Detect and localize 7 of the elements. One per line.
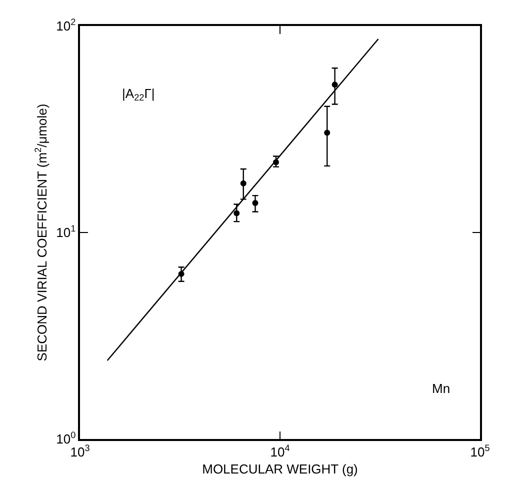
annotation: |A$_{22}$Γ| <box>122 86 155 103</box>
annotation: Mn <box>432 381 450 396</box>
y-tick-label: 10$^{2}$ <box>56 17 76 34</box>
x-tick-label: 10$^{5}$ <box>470 442 490 460</box>
x-tick-label: 10$^{4}$ <box>270 442 290 460</box>
y-tick-label: 10$^{1}$ <box>56 224 76 240</box>
x-axis-title: MOLECULAR WEIGHT (g) <box>202 461 358 476</box>
